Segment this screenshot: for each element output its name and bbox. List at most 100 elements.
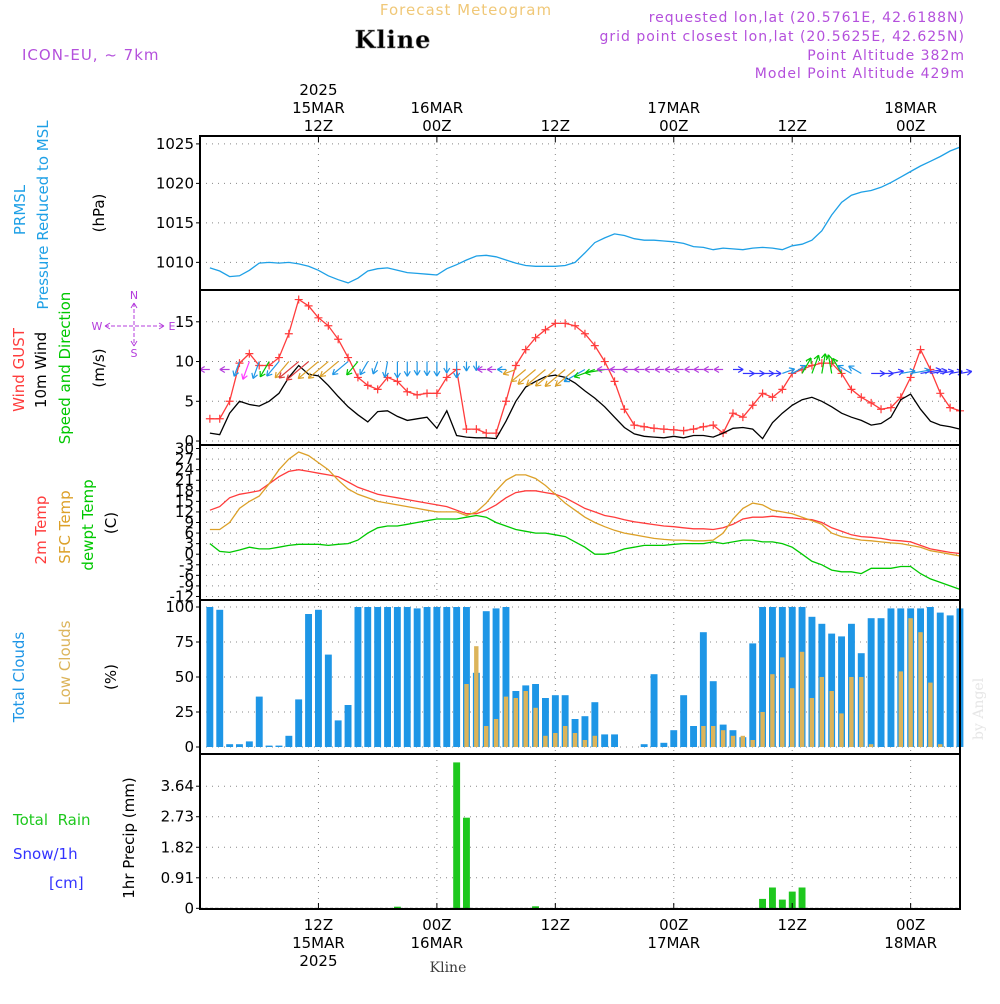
precip-bar-rain xyxy=(798,887,806,909)
direction-arrowhead xyxy=(664,365,671,374)
gust-marker xyxy=(314,313,323,322)
time-label-top: 12Z xyxy=(778,117,807,135)
direction-arrowhead xyxy=(477,365,483,374)
gust-marker xyxy=(600,357,609,366)
pressure-tick-label: 1020 xyxy=(156,174,194,192)
direction-arrowhead xyxy=(563,376,570,383)
clouds-bar-low_clouds xyxy=(898,671,903,747)
direction-arrowhead xyxy=(251,372,258,380)
panels: 1010101510201025051015-12-9-6-3036912151… xyxy=(156,135,973,917)
wind-tick-label: 10 xyxy=(175,353,194,371)
direction-arrowhead xyxy=(654,365,661,374)
direction-arrowhead xyxy=(278,372,285,379)
panel-labels: PRMSL Pressure Reduced to MSL (hPa) Wind… xyxy=(10,120,176,899)
temperature-tick-label: -6 xyxy=(179,566,194,584)
direction-arrow xyxy=(920,369,942,375)
clouds-bar-total_clouds xyxy=(354,607,362,747)
gust-marker xyxy=(373,385,382,394)
clouds-bar-total_clouds xyxy=(680,695,688,747)
gust-marker xyxy=(245,349,254,358)
clouds-bar-low_clouds xyxy=(523,691,528,747)
clouds-bar-total_clouds xyxy=(324,654,332,747)
clouds-bar-low_clouds xyxy=(809,698,815,747)
direction-arrow xyxy=(574,368,596,378)
time-label-top: 17MAR xyxy=(647,99,700,117)
temperature-tick-label: -9 xyxy=(179,577,194,595)
clouds-bar-total_clouds xyxy=(709,681,717,747)
direction-arrow xyxy=(384,361,389,378)
time-label-top: 00Z xyxy=(896,117,925,135)
clouds-bar-low_clouds xyxy=(484,726,489,747)
direction-arrowhead xyxy=(788,367,796,374)
clouds-bar-low_clouds xyxy=(829,691,834,747)
direction-arrow xyxy=(286,361,309,381)
direction-arrow xyxy=(544,369,566,387)
gust-marker xyxy=(551,319,560,328)
panel-wind: 0 5 10 15 xyxy=(175,289,973,450)
clouds-tick-label: 75 xyxy=(175,633,194,651)
gust-marker xyxy=(531,333,540,342)
temperature-tick-label: 6 xyxy=(184,524,194,542)
direction-arrow xyxy=(832,358,843,374)
direction-arrowhead xyxy=(674,365,680,374)
clouds-bar-total_clouds xyxy=(453,607,461,747)
direction-arrowhead xyxy=(403,371,411,377)
clouds-bar-low_clouds xyxy=(720,730,726,747)
precip-tick-label: 1.82 xyxy=(161,838,194,856)
gust-marker xyxy=(511,361,520,370)
gust-marker xyxy=(324,321,333,330)
clouds-bar-total_clouds xyxy=(413,608,421,747)
direction-arrowhead xyxy=(510,375,518,383)
gust-marker xyxy=(630,421,639,430)
time-label-top: 2025 xyxy=(299,81,337,99)
temperature-series-sfc_temp xyxy=(209,451,961,557)
gust-marker xyxy=(423,389,432,398)
direction-arrow xyxy=(346,361,359,376)
footer-location: Kline xyxy=(430,960,467,976)
gust-marker xyxy=(413,390,422,399)
time-label-bottom: 17MAR xyxy=(647,934,700,952)
direction-arrowhead xyxy=(285,374,293,381)
wind-unit: (m/s) xyxy=(90,348,108,387)
precip-tick-label: 0 xyxy=(184,899,194,917)
gust-marker xyxy=(294,295,303,304)
temperature-tick-label: -12 xyxy=(170,587,195,605)
direction-arrowhead xyxy=(633,365,640,374)
gust-marker xyxy=(215,414,224,423)
direction-arrowhead xyxy=(433,370,441,377)
time-label-bottom: 2025 xyxy=(299,952,337,970)
gust-marker xyxy=(205,414,214,423)
clouds-bar-low_clouds xyxy=(928,682,933,747)
clouds-bar-total_clouds xyxy=(670,730,678,747)
clouds-bar-low_clouds xyxy=(760,712,765,747)
direction-arrow xyxy=(848,365,862,374)
direction-arrowhead xyxy=(517,378,524,385)
clouds-bar-total_clouds xyxy=(581,716,589,747)
gust-marker xyxy=(561,319,570,328)
direction-arrowhead xyxy=(232,370,240,377)
time-label-top: 00Z xyxy=(422,117,451,135)
gust-marker xyxy=(274,353,283,362)
clouds-bar-low_clouds xyxy=(770,674,775,747)
clouds-bar-total_clouds xyxy=(334,720,342,747)
precip-tick-label: 3.64 xyxy=(161,777,194,795)
clouds-bar-total_clouds xyxy=(265,745,273,747)
gust-marker xyxy=(432,389,441,398)
direction-arrowhead xyxy=(331,368,339,376)
clouds-bar-low_clouds xyxy=(474,646,479,747)
pressure-tick-label: 1010 xyxy=(156,253,194,271)
direction-arrowhead xyxy=(775,369,782,377)
gust-marker xyxy=(304,301,313,310)
clouds-bar-total_clouds xyxy=(285,735,293,747)
clouds-tick-label: 100 xyxy=(165,598,194,616)
direction-arrow xyxy=(233,361,241,377)
direction-arrow xyxy=(274,361,290,379)
direction-arrow xyxy=(535,369,556,387)
clouds-bar-total_clouds xyxy=(433,607,441,747)
direction-arrow xyxy=(837,365,852,374)
direction-arrowhead xyxy=(703,365,710,374)
clouds-bar-total_clouds xyxy=(640,744,648,747)
direction-arrowhead xyxy=(837,364,844,372)
total-clouds-label: Total Clouds xyxy=(10,632,28,724)
